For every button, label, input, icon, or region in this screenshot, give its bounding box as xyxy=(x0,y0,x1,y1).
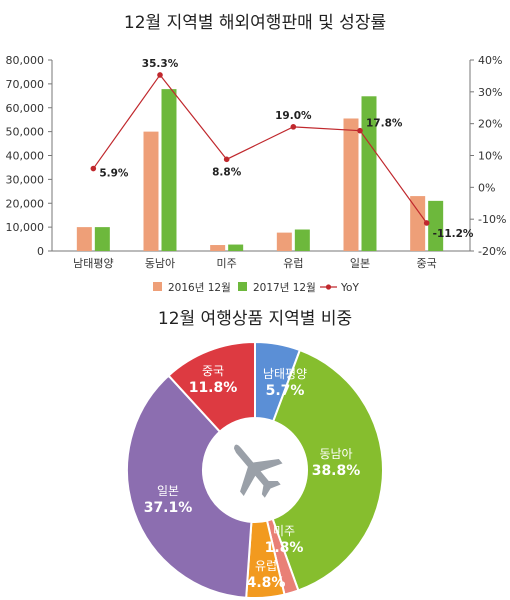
yoy-data-label: -11.2% xyxy=(433,228,474,240)
yoy-point-1 xyxy=(157,72,163,78)
bar-2017-1 xyxy=(161,89,177,251)
donut-slice-value: 5.7% xyxy=(266,383,305,399)
y-tick-label: 0 xyxy=(37,245,44,258)
x-tick-label: 유럽 xyxy=(283,256,303,270)
bar-2017-2 xyxy=(228,244,244,251)
legend-marker-yoy xyxy=(325,284,332,290)
airplane-icon xyxy=(234,444,283,498)
yoy-data-label: 17.8% xyxy=(366,118,403,130)
y2-tick-label: -10% xyxy=(478,213,506,226)
donut-slice-4 xyxy=(126,374,253,599)
bar-2016-4 xyxy=(343,118,359,252)
donut-slice-label: 미주 xyxy=(273,524,295,538)
donut-title: 12월 여행상품 지역별 비중 xyxy=(158,309,352,329)
yoy-data-label: 35.3% xyxy=(142,58,179,70)
donut-slice-label: 일본 xyxy=(157,484,179,498)
y-tick-label: 70,000 xyxy=(6,78,45,91)
y-tick-label: 60,000 xyxy=(6,102,45,115)
bar-2016-0 xyxy=(76,227,92,251)
donut-slice-label: 동남아 xyxy=(319,447,352,461)
y2-tick-label: 30% xyxy=(478,86,502,99)
chart-title: 12월 지역별 해외여행판매 및 성장률 xyxy=(124,13,386,33)
bar-2017-4 xyxy=(361,96,377,251)
legend-label-2016: 2016년 12월 xyxy=(168,282,231,294)
donut-slice-value: 4.8% xyxy=(247,575,286,591)
x-tick-label: 미주 xyxy=(217,257,237,270)
y2-tick-label: 0% xyxy=(478,181,495,194)
bar-2017-0 xyxy=(94,227,110,251)
yoy-point-4 xyxy=(357,127,363,134)
y-tick-label: 50,000 xyxy=(6,126,45,139)
donut-slice-value: 1.8% xyxy=(265,540,304,556)
x-tick-label: 동남아 xyxy=(145,257,175,270)
airplane-shape xyxy=(234,444,283,498)
yoy-line xyxy=(92,73,428,224)
y2-tick-label: -20% xyxy=(478,245,506,258)
bar-2016-3 xyxy=(276,232,292,251)
yoy-point-0 xyxy=(90,165,97,172)
x-tick-label: 남태평양 xyxy=(73,257,113,270)
yoy-point-2 xyxy=(223,156,230,163)
bar-2016-5 xyxy=(410,196,426,251)
bar-2016-2 xyxy=(210,245,226,251)
donut-slice-value: 11.8% xyxy=(189,380,238,396)
bar-2017-3 xyxy=(294,229,310,251)
x-tick-label: 일본 xyxy=(350,256,370,270)
y2-tick-label: 20% xyxy=(478,118,502,131)
donut-slice-label: 유럽 xyxy=(255,559,277,573)
donut-slice-label: 남태평양 xyxy=(263,367,307,381)
y-tick-label: 40,000 xyxy=(6,150,45,163)
x-tick-label: 중국 xyxy=(417,257,437,270)
y2-tick-label: 40% xyxy=(478,54,502,67)
donut-slice-5 xyxy=(167,340,256,434)
donut-slice-value: 38.8% xyxy=(312,463,361,479)
y-tick-label: 10,000 xyxy=(6,221,45,234)
legend-label-yoy: YoY xyxy=(340,282,359,294)
yoy-data-label: 5.9% xyxy=(99,168,129,180)
donut-slice-label: 중국 xyxy=(202,364,224,378)
donut-slice-1 xyxy=(271,348,384,592)
bar-2016-1 xyxy=(143,131,159,251)
legend-label-2017: 2017년 12월 xyxy=(253,282,316,294)
yoy-data-label: 19.0% xyxy=(275,110,312,122)
donut-slice-value: 37.1% xyxy=(144,500,193,516)
yoy-data-label: 8.8% xyxy=(212,166,242,178)
y-tick-label: 80,000 xyxy=(6,54,45,67)
yoy-point-3 xyxy=(290,124,297,130)
yoy-point-5 xyxy=(423,220,430,226)
legend-swatch-2017 xyxy=(238,282,247,291)
y2-tick-label: 10% xyxy=(478,150,502,163)
y-tick-label: 30,000 xyxy=(6,173,45,186)
y-tick-label: 20,000 xyxy=(6,197,45,210)
legend-swatch-2016 xyxy=(153,282,162,291)
bar-2017-5 xyxy=(428,200,444,251)
